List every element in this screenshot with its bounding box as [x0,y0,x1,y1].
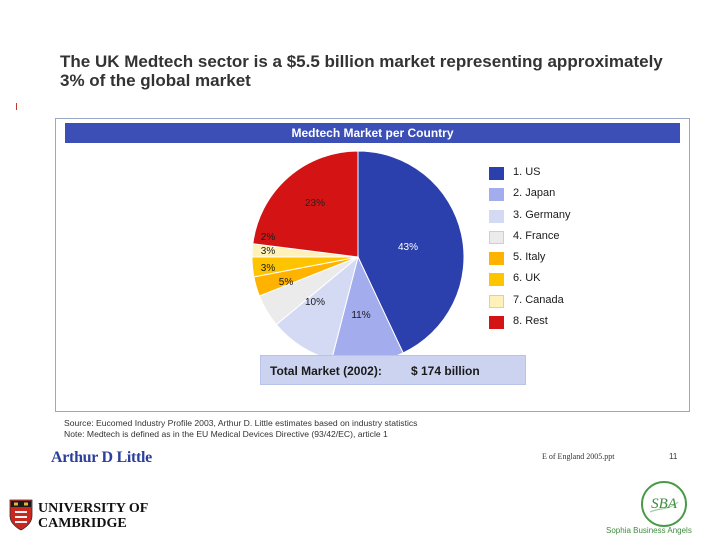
legend-item: 7. Canada [487,293,667,314]
chart-title: Medtech Market per Country [291,126,454,140]
legend-label: 7. Canada [513,293,564,306]
pie-data-label: 11% [351,310,370,321]
legend-swatch [489,252,504,266]
decorative-tick [16,103,17,110]
pie-data-label: 10% [305,297,325,308]
arthur-d-little-logo: Arthur D Little [51,449,152,466]
pie-data-label: 3% [261,263,276,274]
legend-swatch [489,209,504,223]
total-market-box: Total Market (2002): $ 174 billion [260,355,526,385]
legend-label: 5. Italy [513,251,546,264]
cambridge-crest-icon [9,499,33,531]
footer-filename: E of England 2005.ppt [542,452,615,461]
total-market-label: Total Market (2002): [270,364,382,378]
legend-label: 6. UK [513,272,541,285]
chart-title-band [65,123,680,143]
pie-slice-us [357,150,465,354]
legend-label: 4. France [513,229,560,242]
headline-line-1: The UK Medtech sector is a $5.5 billion … [60,52,663,71]
note-line: Note: Medtech is defined as in the EU Me… [64,428,388,439]
pie-data-label: 5% [279,277,294,288]
pie-data-label: 23% [305,198,325,209]
legend-item: 6. UK [487,271,667,292]
legend-swatch [489,273,504,287]
pie-chart: 43%11%10%5%3%3%2%23% [251,150,465,364]
pie-data-label: 3% [261,246,276,257]
legend-swatch [489,188,504,202]
pie-data-label: 43% [398,242,418,253]
total-market-value: $ 174 billion [411,364,480,378]
legend-swatch [489,230,504,244]
university-line-1: UNIVERSITY OF [38,501,149,516]
university-line-2: CAMBRIDGE [38,516,127,531]
slide-headline: The UK Medtech sector is a $5.5 billion … [60,52,700,90]
legend-swatch [489,316,504,330]
legend-item: 4. France [487,229,667,250]
legend-item: 3. Germany [487,208,667,229]
chart-legend: 1. US 2. Japan 3. Germany 4. France 5. Italy… [487,165,667,335]
sba-caption: Sophia Business Angels [606,526,692,535]
chart-frame: Medtech Market per Country 43% 11% 10% 5% 3%… [55,118,690,412]
university-of-cambridge-logo: UNIVERSITY OF CAMBRIDGE [38,501,148,531]
legend-label: 1. US [513,166,541,178]
legend-item: 5. Italy [487,250,667,271]
legend-swatch [489,294,504,308]
legend-item: 2. Japan [487,186,667,207]
legend-label: 8. Rest [513,315,548,328]
source-note: Source: Eucomed Industry Profile 2003, A… [64,418,417,439]
footer-page-number: 11 [669,452,678,461]
legend-label: 2. Japan [513,187,556,200]
source-line: Source: Eucomed Industry Profile 2003, A… [64,418,418,428]
legend-item: 8. Rest [487,314,667,335]
legend-item: 1. US [487,165,667,186]
pie-data-label: 2% [261,232,276,243]
legend-swatch [489,167,504,180]
headline-line-2: 3% of the global market [60,71,251,90]
legend-label: 3. Germany [513,208,571,221]
sba-logo-text: SBA [651,496,678,512]
pie-slice-rest [252,150,359,258]
sba-logo-icon: SBA [641,481,687,527]
